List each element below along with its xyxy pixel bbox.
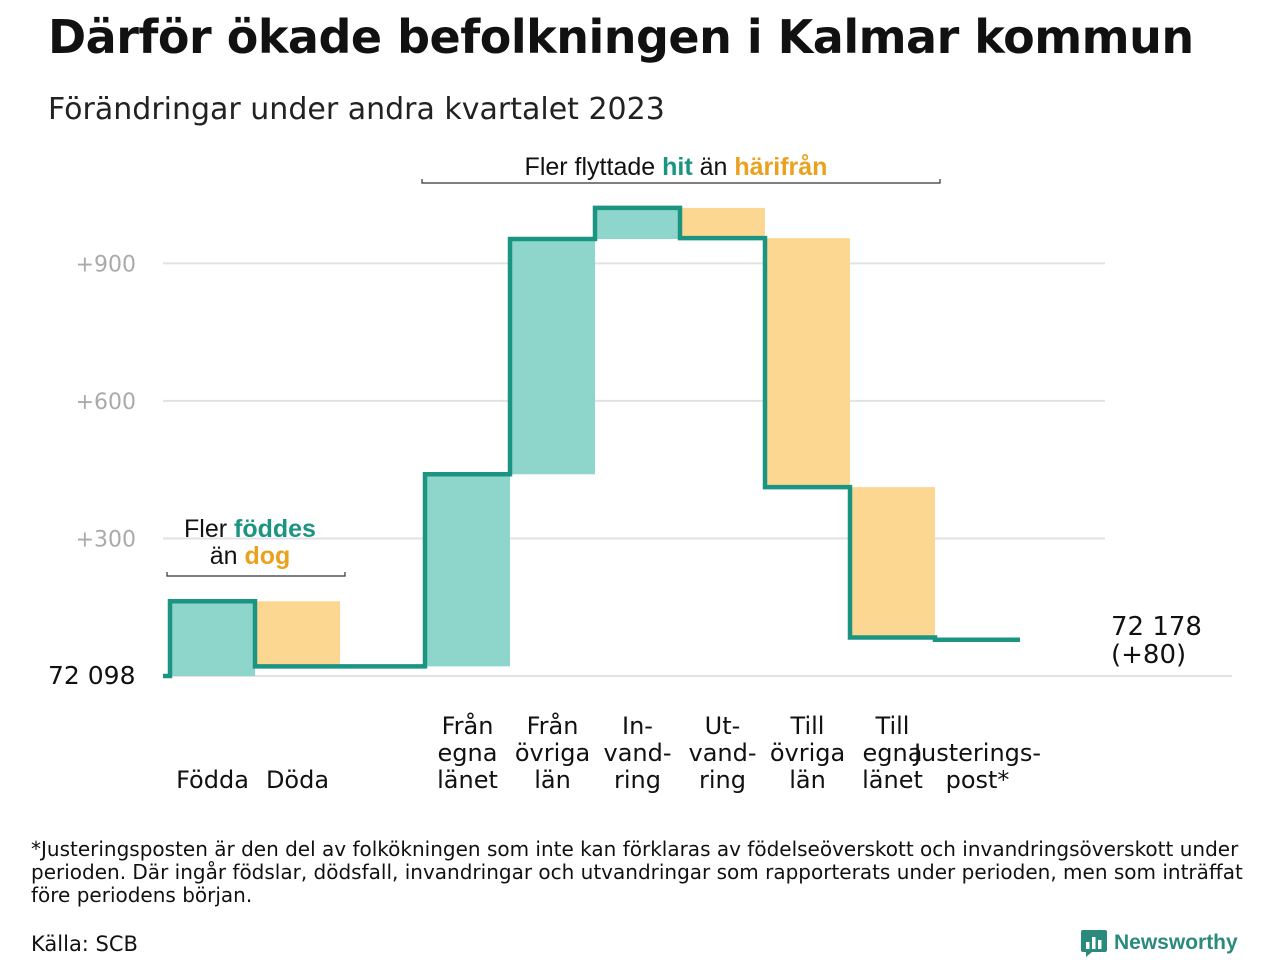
footnote: *Justeringsposten är den del av folkökni…: [31, 837, 1243, 907]
annotation-migration: Fler flyttade hit än härifrån: [525, 153, 828, 181]
category-label: Till egna länet: [862, 712, 923, 794]
waterfall-chart: +300 +600 +900 Födda Döda Från egna länet Från öv…: [48, 153, 1232, 794]
y-tick-label: +600: [76, 390, 136, 415]
increase-bar: [425, 474, 510, 667]
decrease-bar: [850, 487, 935, 638]
category-label: Till övriga län: [770, 712, 845, 794]
brand-logo: Newsworthy: [1080, 928, 1238, 958]
category-label: Födda: [176, 766, 249, 794]
category-label: Justerings-post*: [912, 739, 1041, 794]
decrease-bar: [255, 601, 340, 667]
category-label: Från egna länet: [437, 711, 498, 794]
bracket-births: [166, 572, 346, 577]
increase-bar: [595, 207, 680, 240]
category-label: Från övriga län: [515, 711, 590, 794]
category-label: Döda: [266, 766, 329, 794]
category-label: Ut-vand-ring: [688, 712, 756, 794]
newsworthy-logo-icon: [1081, 930, 1107, 957]
start-value-label: 72 098: [48, 661, 135, 690]
bracket-migration: [421, 179, 941, 184]
chart-title: Därför ökade befolkningen i Kalmar kommu…: [48, 10, 1194, 64]
decrease-bar: [765, 238, 850, 488]
increase-bar: [510, 239, 595, 475]
decrease-bar: [680, 207, 765, 239]
y-tick-label: +900: [76, 252, 136, 277]
increase-bar: [170, 601, 255, 676]
brand-name: Newsworthy: [1114, 931, 1238, 954]
annotation-births: Fler föddes än dog: [184, 515, 316, 570]
y-tick-label: +300: [76, 527, 136, 552]
step-line: [163, 205, 1020, 679]
source-note: Källa: SCB: [31, 932, 138, 956]
end-value-label: 72 178 (+80): [1111, 612, 1202, 670]
chart-subtitle: Förändringar under andra kvartalet 2023: [48, 92, 665, 127]
category-label: In-vand-ring: [603, 712, 671, 794]
